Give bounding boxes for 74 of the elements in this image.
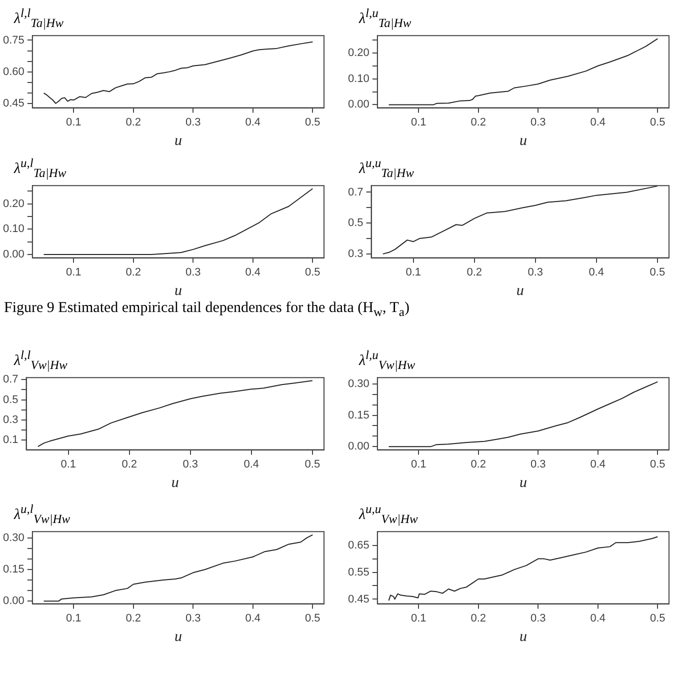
y-tick-label: 0.00: [2, 248, 24, 261]
x-tick-label: 0.5: [650, 116, 666, 128]
x-tick-label: 0.4: [245, 612, 261, 624]
y-tick-label: 0.30: [348, 378, 370, 390]
x-tick-label: 0.5: [650, 612, 666, 624]
x-tick-label: 0.5: [650, 458, 666, 470]
x-tick-label: 0.4: [245, 116, 261, 128]
x-tick-label: 0.4: [590, 612, 606, 624]
x-tick-label: 0.1: [410, 116, 426, 128]
x-tick-label: 0.1: [410, 458, 426, 470]
x-axis-title: u: [516, 282, 524, 299]
y-tick-label: 0.00: [2, 595, 24, 608]
y-tick-label: 0.00: [348, 440, 370, 453]
y-tick-label: 0.30: [2, 532, 24, 544]
x-axis-title: u: [174, 132, 182, 149]
x-axis-title: u: [519, 474, 527, 491]
x-tick-label: 0.2: [126, 266, 142, 278]
x-tick-label: 0.1: [66, 116, 82, 128]
x-tick-label: 0.2: [466, 266, 482, 278]
x-tick-label: 0.4: [590, 116, 606, 128]
y-tick-label: 0.60: [2, 66, 24, 78]
y-tick-label: 0.55: [348, 566, 370, 578]
x-tick-label: 0.1: [410, 612, 426, 624]
y-tick-label: 0.1: [2, 434, 18, 446]
x-tick-label: 0.2: [126, 116, 142, 128]
y-tick-label: 0.15: [2, 564, 24, 576]
x-tick-label: 0.1: [406, 266, 422, 278]
x-tick-label: 0.5: [305, 116, 320, 128]
x-tick-label: 0.1: [66, 612, 82, 624]
y-tick-label: 0.15: [348, 409, 370, 422]
x-tick-label: 0.1: [66, 266, 82, 278]
y-tick-label: 0.5: [2, 394, 18, 406]
x-tick-label: 0.4: [590, 458, 606, 470]
y-tick-label: 0.7: [2, 374, 18, 386]
y-tick-label: 0.45: [2, 97, 24, 110]
y-tick-label: 0.3: [348, 248, 364, 260]
x-axis-title: u: [519, 628, 527, 645]
x-tick-label: 0.2: [122, 458, 138, 470]
x-tick-label: 0.3: [185, 116, 201, 128]
x-tick-label: 0.3: [528, 266, 544, 278]
x-tick-label: 0.3: [530, 458, 546, 470]
x-tick-label: 0.2: [470, 458, 486, 470]
y-tick-label: 0.5: [348, 217, 364, 230]
x-tick-label: 0.2: [470, 612, 486, 624]
x-tick-label: 0.4: [245, 266, 261, 278]
x-tick-label: 0.5: [650, 266, 666, 278]
x-tick-label: 0.3: [182, 458, 198, 470]
x-tick-label: 0.3: [185, 266, 201, 278]
y-tick-label: 0.3: [2, 414, 18, 426]
x-tick-label: 0.2: [470, 116, 486, 128]
x-axis-title: u: [174, 628, 182, 645]
y-tick-label: 0.7: [348, 186, 364, 198]
x-tick-label: 0.2: [126, 612, 142, 624]
x-axis-title: u: [174, 282, 182, 299]
x-tick-label: 0.4: [244, 458, 260, 470]
x-tick-label: 0.5: [305, 266, 320, 278]
x-tick-label: 0.1: [60, 458, 76, 470]
y-tick-label: 0.10: [348, 72, 370, 85]
x-axis-title: u: [171, 474, 179, 491]
x-axis-title: u: [519, 132, 527, 149]
x-tick-label: 0.5: [305, 612, 320, 624]
x-tick-label: 0.3: [530, 116, 546, 128]
y-tick-label: 0.00: [348, 98, 370, 111]
y-tick-label: 0.10: [2, 223, 24, 236]
x-tick-label: 0.3: [185, 612, 201, 624]
y-tick-label: 0.75: [2, 34, 24, 46]
x-tick-label: 0.3: [530, 612, 546, 624]
y-tick-label: 0.20: [2, 198, 24, 210]
y-tick-label: 0.65: [348, 539, 370, 552]
text: Figure 9 Estimated empirical tail dependences for the data (H$_{w}$, T$_{a}$): [4, 300, 410, 320]
x-tick-label: 0.4: [588, 266, 604, 278]
x-tick-label: 0.5: [304, 458, 320, 470]
y-tick-label: 0.45: [348, 593, 370, 606]
y-tick-label: 0.20: [348, 46, 370, 59]
